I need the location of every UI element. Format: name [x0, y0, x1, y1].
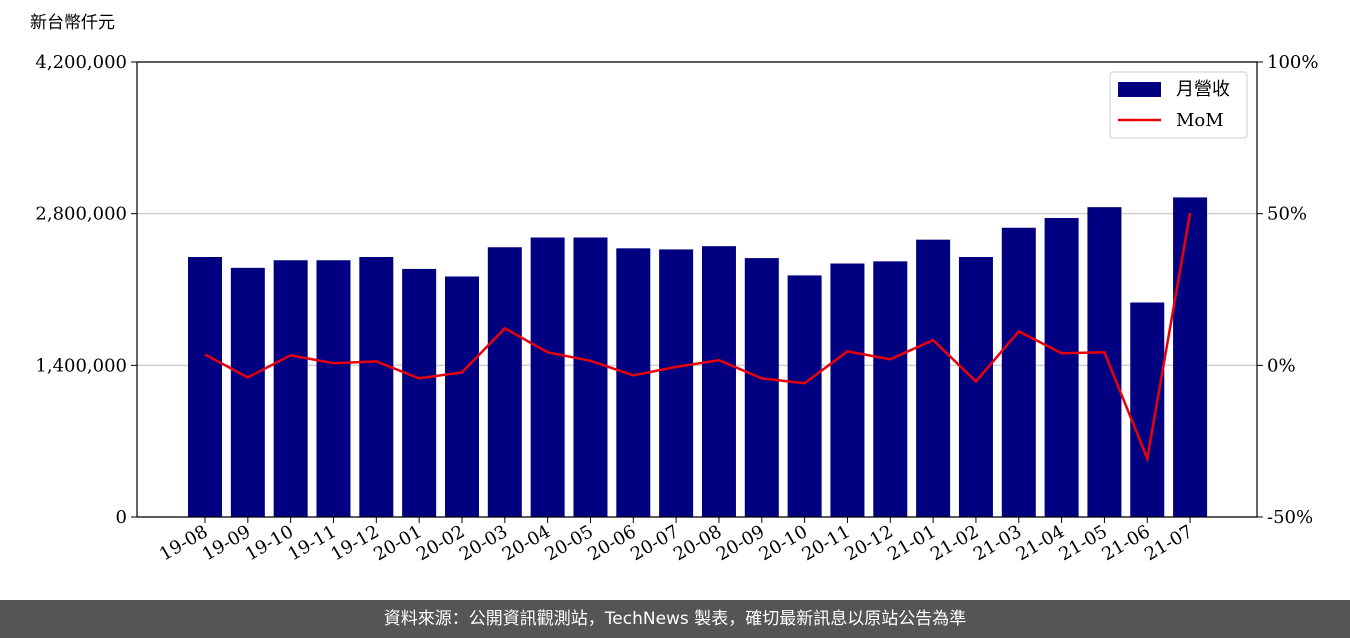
bar: [873, 261, 908, 517]
x-tick-label: 20-07: [627, 521, 682, 565]
bar: [530, 237, 565, 517]
bar: [316, 260, 351, 517]
bar: [1044, 218, 1079, 517]
legend-label: MoM: [1176, 110, 1224, 131]
y-tick-label: 2,800,000: [35, 204, 127, 225]
x-tick-label: 21-02: [927, 521, 982, 565]
bar: [1130, 302, 1165, 517]
x-tick-label: 20-06: [584, 521, 639, 565]
chart: 新台幣仟元 0 1,400,000 2,800,000 4,200,000 -50% 0%…: [30, 13, 1318, 565]
bar: [573, 237, 608, 517]
x-tick-label: 20-03: [456, 521, 511, 565]
x-tick-label: 20-12: [841, 521, 896, 565]
bar: [444, 276, 479, 517]
bar: [1173, 197, 1208, 517]
bar: [188, 257, 222, 517]
bar: [701, 246, 736, 517]
y2-tick-label: 50%: [1267, 204, 1307, 225]
bar: [230, 267, 265, 517]
y-tick-label: 4,200,000: [35, 52, 127, 73]
x-tick-label: 20-04: [499, 521, 554, 565]
x-tick-label: 21-05: [1055, 521, 1110, 565]
y-axis-label: 新台幣仟元: [30, 13, 115, 33]
y-tick-label: 0: [116, 507, 127, 528]
line: [204, 212, 1192, 463]
x-tick-label: 20-10: [756, 521, 811, 565]
y2-tick-label: -50%: [1267, 507, 1313, 528]
x-tick-label: 20-05: [542, 521, 597, 565]
x-tick-label: 20-11: [799, 521, 854, 565]
x-tick-label: 20-09: [713, 521, 768, 565]
x-tick-label: 19-09: [199, 521, 254, 565]
x-tick-label: 20-08: [670, 521, 725, 565]
x-tick-label: 19-11: [285, 521, 340, 565]
x-tick-label: 21-06: [1098, 521, 1153, 565]
bar: [1001, 227, 1036, 517]
legend-swatch: [1118, 82, 1161, 97]
legend: 月營收 MoM: [1109, 71, 1248, 139]
bar: [659, 249, 694, 517]
bar: [916, 239, 951, 517]
x-tick-label: 21-04: [1013, 521, 1068, 565]
bar: [273, 260, 308, 517]
x-tick-label: 19-12: [327, 521, 382, 565]
x-tick-label: 20-02: [413, 521, 468, 565]
footer: 資料來源：公開資訊觀測站，TechNews 製表，確切最新訊息以原站公告為準: [0, 600, 1350, 638]
bar: [359, 257, 394, 517]
y2-tick-label: 100%: [1267, 52, 1318, 73]
x-tick-label: 21-07: [1141, 521, 1196, 565]
plot-frame: [136, 61, 1258, 518]
bar: [616, 248, 651, 518]
x-tick-label: 19-08: [156, 521, 211, 565]
bar: [744, 258, 779, 517]
x-tick-label: 21-01: [884, 521, 939, 565]
bar: [958, 257, 993, 517]
bar: [1087, 207, 1122, 517]
y2-tick-label: 0%: [1267, 355, 1296, 376]
legend-label: 月營收: [1176, 79, 1230, 100]
bar: [830, 263, 865, 517]
x-tick-label: 21-03: [970, 521, 1025, 565]
x-tick-label: 20-01: [370, 521, 425, 565]
bar: [787, 275, 822, 517]
y-tick-label: 1,400,000: [35, 355, 127, 376]
x-tick-label: 19-10: [242, 521, 297, 565]
bar: [487, 247, 522, 517]
bar: [402, 268, 437, 517]
